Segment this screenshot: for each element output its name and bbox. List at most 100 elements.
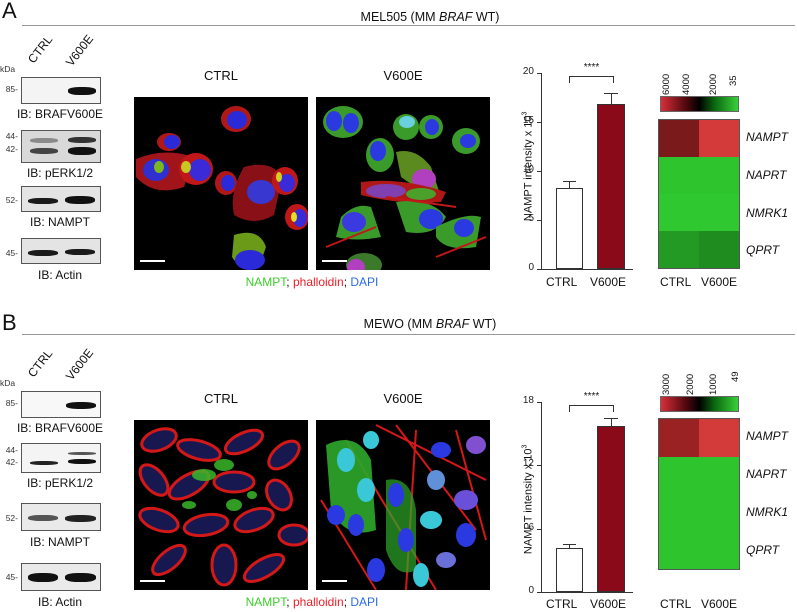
y-tick-label: 5 — [528, 213, 534, 224]
mw-marker: 44- — [5, 131, 18, 141]
heatmap-cell — [659, 494, 699, 532]
micrograph-v600e — [316, 420, 490, 590]
mw-marker: 42- — [5, 144, 18, 154]
stain-dapi: DAPI — [350, 275, 379, 289]
mw-marker: 44- — [5, 445, 18, 455]
blot-label: IB: NAMPT — [29, 535, 90, 549]
error-bar — [611, 93, 612, 104]
heatmap-cell — [659, 456, 699, 494]
header-rule — [22, 25, 795, 26]
y-axis — [541, 402, 542, 593]
mw-marker: 52- — [5, 195, 18, 205]
mw-marker: 42- — [5, 457, 18, 467]
x-tick-label: CTRL — [546, 597, 578, 611]
blot-perk — [21, 443, 101, 473]
y-tick-label: 18 — [522, 395, 534, 406]
bar-ctrl — [556, 548, 583, 592]
heatmap-cell — [699, 157, 739, 194]
scale-bar — [140, 580, 165, 582]
micrograph-title-v600e: V600E — [383, 68, 423, 83]
cells-image — [136, 106, 308, 270]
stain-separator: ; — [286, 595, 293, 609]
stain-legend: NAMPT; phalloidin; DAPI — [134, 275, 490, 289]
y-tick-label: 12 — [522, 458, 534, 469]
heatmap-cell — [699, 531, 739, 569]
x-tick-label: V600E — [590, 597, 627, 611]
stain-nampt: NAMPT — [245, 275, 287, 289]
bar-ctrl — [556, 188, 583, 269]
gene-label: QPRT — [746, 543, 780, 557]
y-tick-label: 10 — [522, 164, 534, 175]
colorbar-label: 3000 — [661, 373, 672, 395]
cells-image — [320, 424, 487, 590]
micrograph-title-ctrl: CTRL — [204, 68, 238, 83]
blot-actin — [21, 238, 101, 264]
gene-label: NAPRT — [746, 467, 787, 481]
heatmap-cell — [659, 194, 699, 231]
colorbar-label: 49 — [730, 371, 741, 382]
lane-label-v600e: V600E — [62, 31, 97, 70]
panel-header: MEL505 (MM BRAF WT) — [230, 10, 630, 24]
heatmap-cell — [699, 120, 739, 157]
blot-braf — [21, 77, 101, 104]
gene-label: NMRK1 — [746, 505, 789, 519]
colorbar-label: 6000 — [661, 73, 672, 95]
kda-label: kDa — [0, 378, 16, 388]
significance-bracket — [569, 405, 614, 412]
header-gene: BRAF — [435, 317, 470, 331]
heatmap-col-label: V600E — [701, 275, 738, 289]
mw-marker: 45- — [5, 572, 18, 582]
stain-separator: ; — [286, 275, 293, 289]
mw-marker: 45- — [5, 248, 18, 258]
heatmap-cell — [659, 419, 699, 457]
heatmap-cell — [659, 157, 699, 194]
gene-label: NAPRT — [746, 168, 787, 182]
y-tick-label: 15 — [522, 115, 534, 126]
blot-braf — [21, 391, 101, 418]
colorbar-label: 4000 — [681, 73, 692, 95]
panel-letter: A — [2, 0, 17, 23]
panel-a: A MEL505 (MM BRAF WT) CTRL V600E kDa 85-… — [0, 0, 795, 289]
stain-legend: NAMPT; phalloidin; DAPI — [134, 595, 490, 609]
panel-letter: B — [2, 310, 17, 335]
y-axis-label-sup: 3 — [521, 444, 529, 449]
blot-nampt — [21, 503, 101, 531]
blot-label: IB: pERK1/2 — [26, 166, 94, 180]
header-text: MEWO (MM — [363, 317, 436, 331]
kda-label: kDa — [0, 64, 16, 74]
heatmap-col-label: CTRL — [660, 597, 692, 611]
header-rule — [22, 334, 795, 335]
y-tick-label: 20 — [522, 66, 534, 77]
header-text: MEL505 (MM — [360, 10, 440, 24]
gene-label: NAMPT — [746, 130, 788, 144]
colorbar-label: 35 — [728, 75, 739, 86]
blot-label: IB: pERK1/2 — [26, 476, 94, 490]
heatmap-cell — [699, 194, 739, 231]
heatmap-grid — [658, 418, 740, 570]
header-gene: BRAF — [439, 10, 473, 24]
scale-bar — [140, 260, 165, 262]
blot-actin — [21, 563, 101, 591]
x-tick-label: V600E — [590, 275, 627, 289]
heatmap-cell — [699, 456, 739, 494]
x-tick-label: CTRL — [546, 275, 578, 289]
error-bar — [569, 544, 570, 548]
panel-b: B MEWO (MM BRAF WT) CTRL V600E kDa 85- I… — [0, 308, 797, 612]
micrograph-title-ctrl: CTRL — [204, 391, 238, 406]
stain-nampt: NAMPT — [245, 595, 287, 609]
cells-image — [323, 106, 487, 270]
colorbar-label: 1000 — [708, 373, 719, 395]
x-axis — [541, 269, 633, 270]
bar-v600e — [597, 426, 625, 592]
heatmap-cell — [699, 231, 739, 268]
heatmap-col-label: CTRL — [660, 275, 692, 289]
bar-v600e — [597, 104, 625, 269]
panel-header: MEWO (MM BRAF WT) — [230, 317, 630, 331]
micrograph-ctrl — [134, 97, 308, 270]
x-axis — [541, 592, 633, 593]
lane-label-ctrl: CTRL — [24, 32, 56, 66]
y-tick-label: 0 — [528, 262, 534, 273]
blot-label: IB: NAMPT — [29, 215, 90, 229]
heatmap-cell — [659, 531, 699, 569]
heatmap-col-label: V600E — [701, 597, 738, 611]
